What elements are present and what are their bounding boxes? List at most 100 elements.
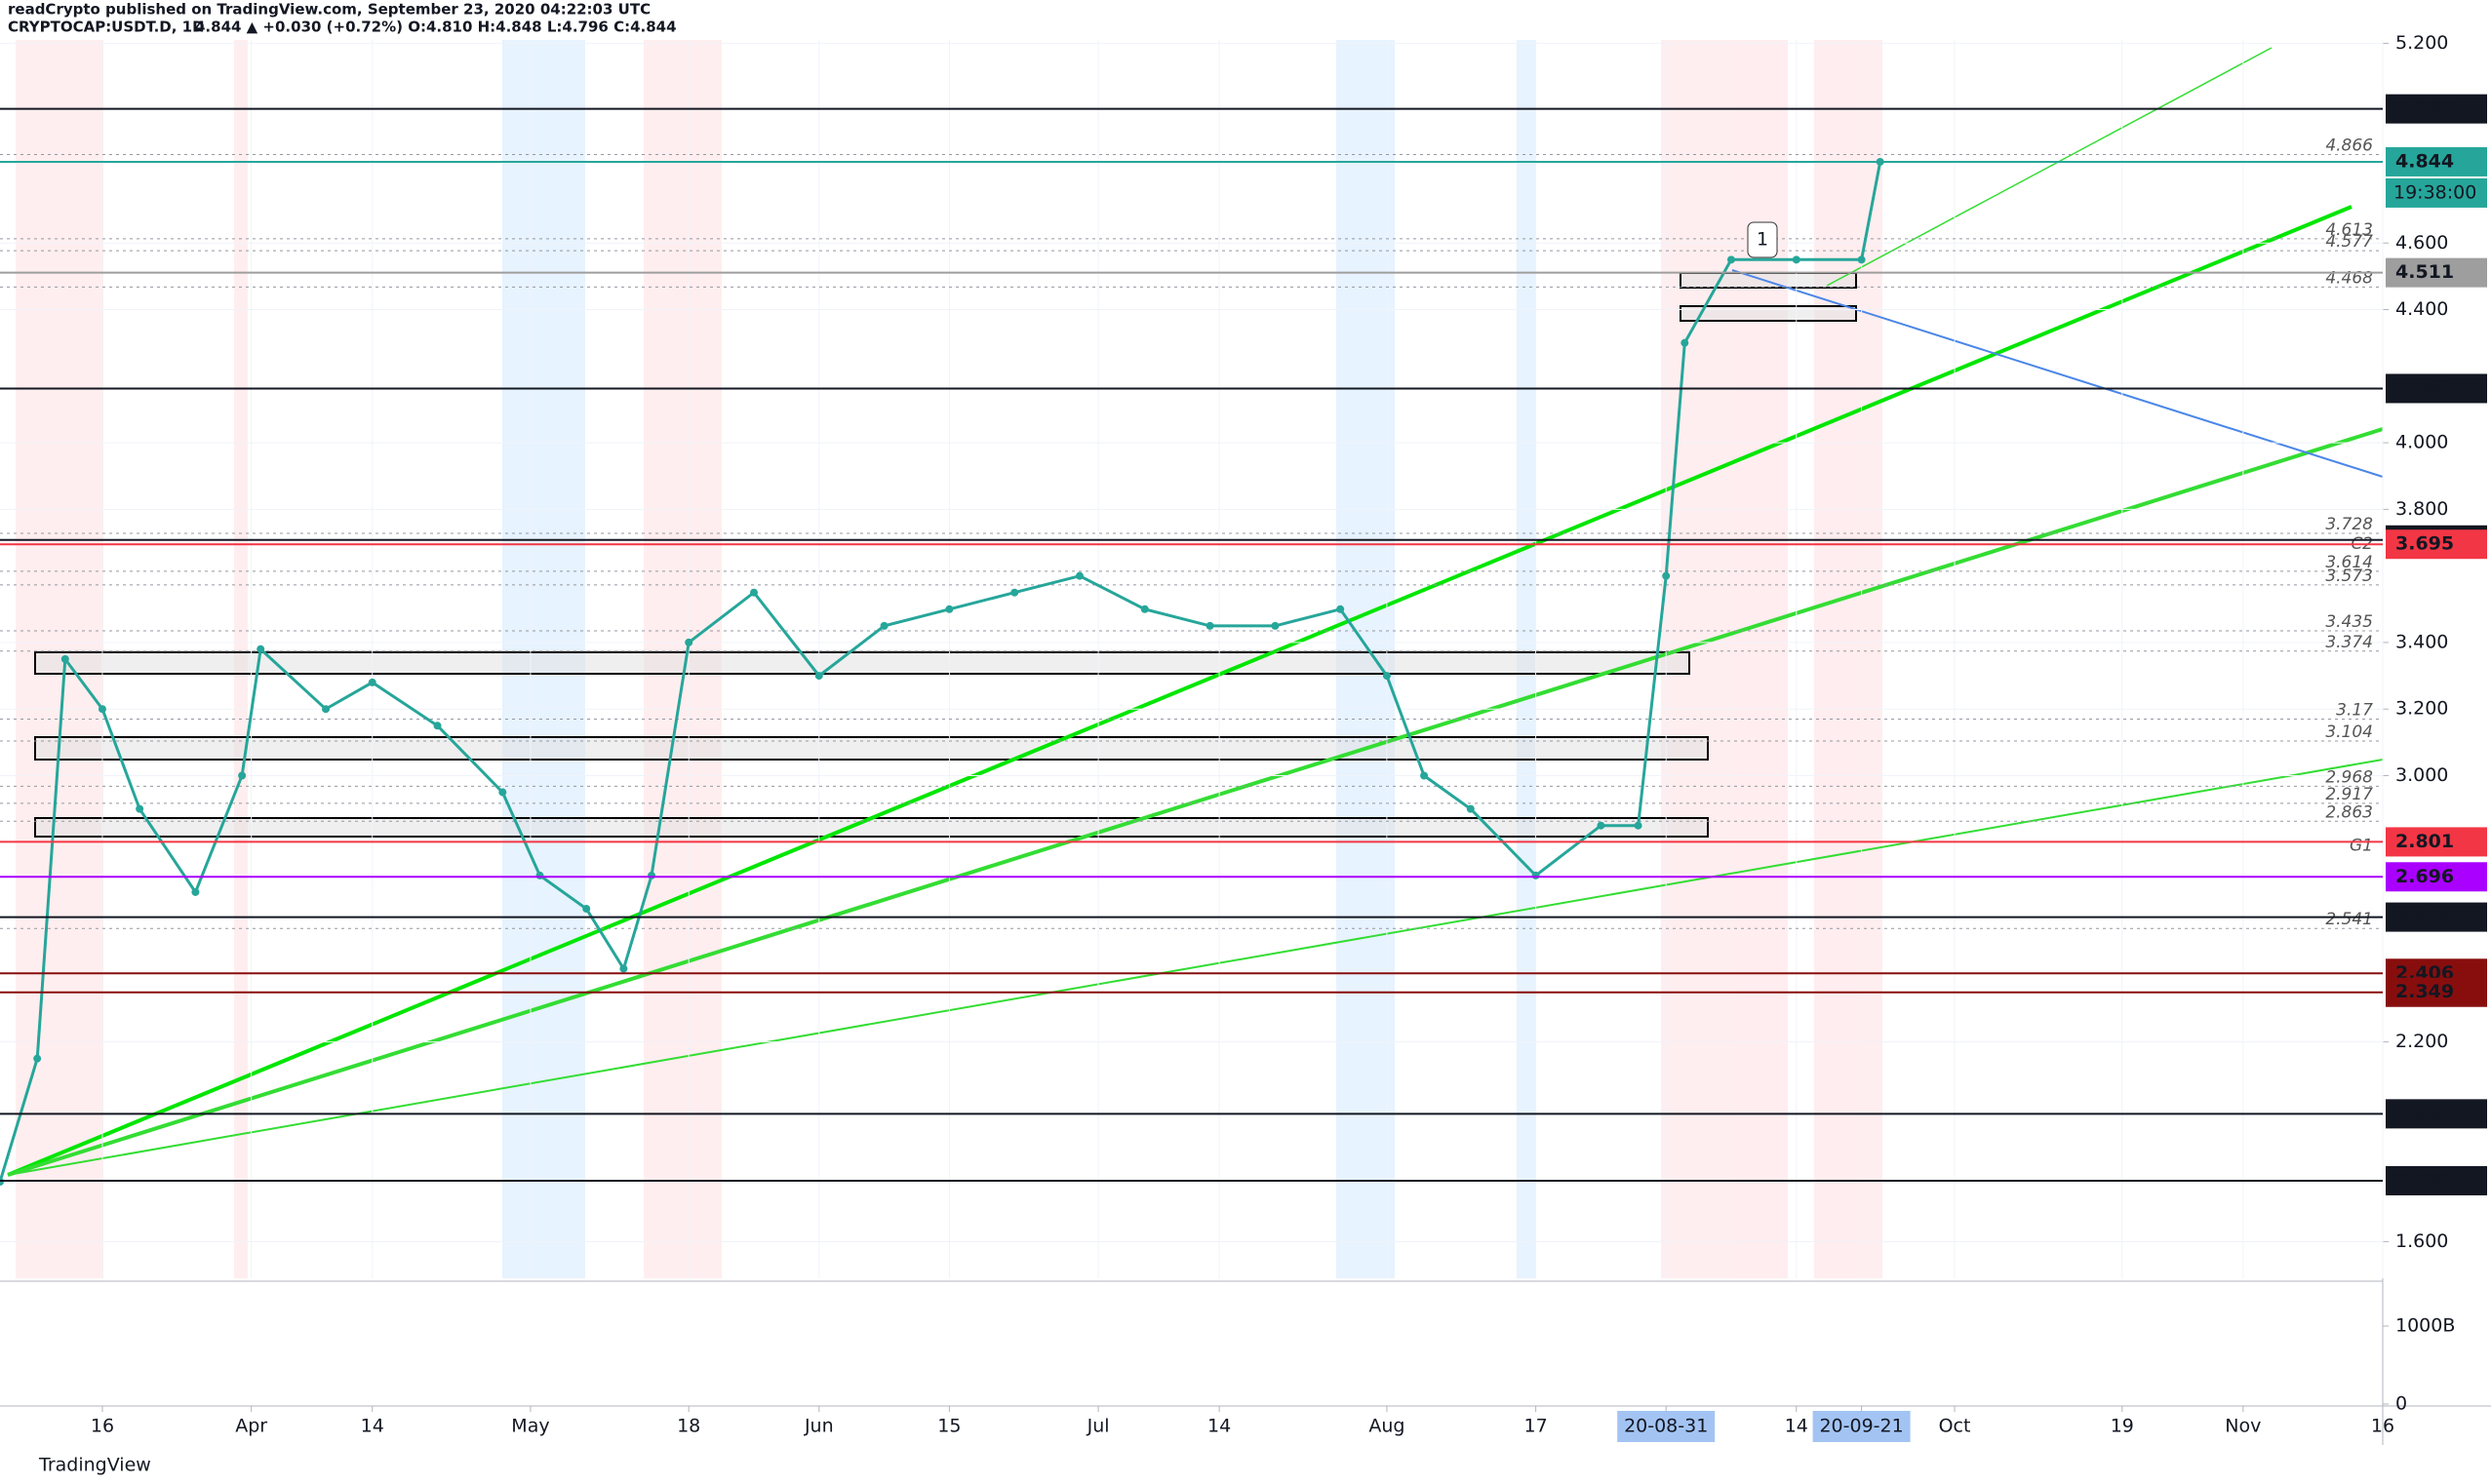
callout: 1 (1757, 229, 1768, 251)
level-label: 4.511 (2395, 261, 2454, 283)
x-tick-label: 14 (1207, 1416, 1231, 1437)
zone-box (34, 736, 1709, 761)
x-tick-label: Apr (235, 1416, 267, 1437)
price-point (1857, 255, 1866, 264)
callout-box (1747, 221, 1778, 258)
price-point (1140, 605, 1149, 613)
price-point (1271, 621, 1280, 630)
price-point (1597, 821, 1605, 830)
level-badge (2386, 373, 2487, 404)
annotation-label: 3.17 (2336, 700, 2373, 720)
x-tick-label: 20-09-21 (1819, 1416, 1903, 1437)
x-tick-label: 18 (677, 1416, 700, 1437)
x-tick-label: 17 (1523, 1416, 1547, 1437)
price-point (880, 621, 889, 630)
x-tick-label: 19 (2111, 1416, 2134, 1437)
annotation-label: 3.104 (2325, 722, 2373, 742)
price-point (1206, 621, 1214, 630)
price-point (619, 964, 628, 973)
price-point (1382, 672, 1391, 681)
x-tick-label: Aug (1368, 1416, 1404, 1437)
price-point (191, 887, 200, 896)
x-tick-label: 15 (937, 1416, 961, 1437)
annotation-label: 3.435 (2325, 612, 2373, 632)
x-tick-highlight (1812, 1411, 1911, 1442)
annotation-label: 2.968 (2325, 767, 2373, 787)
trendline (7, 205, 2353, 1177)
x-tick-label: 20-08-31 (1624, 1416, 1708, 1437)
level-badge (2386, 827, 2487, 857)
y-tick-label: 3.400 (2395, 631, 2448, 652)
price-point (582, 905, 591, 914)
annotation-label: 4.468 (2325, 268, 2373, 288)
price-point (1336, 605, 1345, 613)
y2-tick-label: 1000B (2395, 1315, 2455, 1337)
zone-box (34, 651, 1690, 675)
y-tick-label: 4.400 (2395, 298, 2448, 320)
level-label: 2.801 (2395, 831, 2454, 852)
x-tick-label: Jul (1087, 1416, 1110, 1437)
level-label: 4.844 (2395, 150, 2454, 172)
price-point (368, 678, 376, 686)
price-point (1075, 571, 1084, 580)
price-point (257, 644, 265, 653)
price-point (1662, 571, 1671, 580)
x-tick-label: Jun (804, 1416, 834, 1437)
zone-box (1680, 272, 1857, 289)
x-tick-label: Nov (2225, 1416, 2261, 1437)
x-tick-label: 16 (91, 1416, 114, 1437)
price-point (1466, 804, 1475, 813)
y-tick-label: 4.000 (2395, 432, 2448, 453)
level-label: 1.783 (2395, 1169, 2454, 1191)
x-tick-highlight (1617, 1411, 1716, 1442)
price-point (238, 771, 247, 780)
price-point (433, 722, 442, 730)
annotation-label: 4.613 (2325, 220, 2373, 240)
y-tick-label: 4.600 (2395, 232, 2448, 254)
zone-box (1680, 305, 1857, 322)
level-label: 1.984 (2395, 1103, 2454, 1124)
price-point (1680, 338, 1689, 347)
price-point (945, 605, 954, 613)
price-point (535, 871, 544, 879)
quote: 4.844 ▲ +0.030 (+0.72%) O:4.810 H:4.848 … (195, 19, 677, 36)
y-tick-label: 3.000 (2395, 764, 2448, 786)
band (1814, 40, 1882, 1278)
annotation-label: 2.917 (2325, 785, 2373, 804)
annotation-label: 3.573 (2325, 566, 2373, 586)
level-badge (2386, 529, 2487, 560)
annotation-label: 2.863 (2325, 802, 2373, 822)
level-badge (2386, 902, 2487, 932)
annotation-label: 3.614 (2325, 553, 2373, 572)
price-point (98, 705, 106, 714)
price-point (1010, 588, 1019, 597)
x-tick-label: 16 (2371, 1416, 2394, 1437)
trendline (7, 427, 2384, 1177)
level-label: 3.695 (2395, 533, 2454, 555)
price-point (814, 672, 823, 681)
price-point (322, 705, 331, 714)
x-tick-label: 14 (361, 1416, 384, 1437)
price-point (33, 1054, 42, 1063)
tag-label: G1 (2350, 836, 2373, 855)
level-label: 2.349 (2395, 981, 2454, 1002)
level-label: 2.696 (2395, 866, 2454, 887)
y-tick-label: 3.200 (2395, 698, 2448, 720)
countdown-badge (2386, 177, 2487, 208)
zones (34, 272, 1857, 838)
y2-tick-label: 0 (2395, 1393, 2407, 1415)
publisher: readCrypto published on TradingView.com,… (8, 1, 651, 19)
y-tick-label: 3.800 (2395, 498, 2448, 520)
price-point (60, 655, 69, 663)
price-point (1792, 255, 1800, 264)
y-tick-label: 1.600 (2395, 1230, 2448, 1252)
level-badge (2386, 257, 2487, 288)
annotation-label: 2.541 (2325, 910, 2373, 929)
price-point (498, 788, 507, 797)
y-tick-label: 5.200 (2395, 32, 2448, 54)
price-point (1726, 255, 1735, 264)
price-point (1420, 771, 1429, 780)
symbol: CRYPTOCAP:USDT.D, 1D (8, 19, 205, 36)
x-tick-label: Oct (1939, 1416, 1971, 1437)
